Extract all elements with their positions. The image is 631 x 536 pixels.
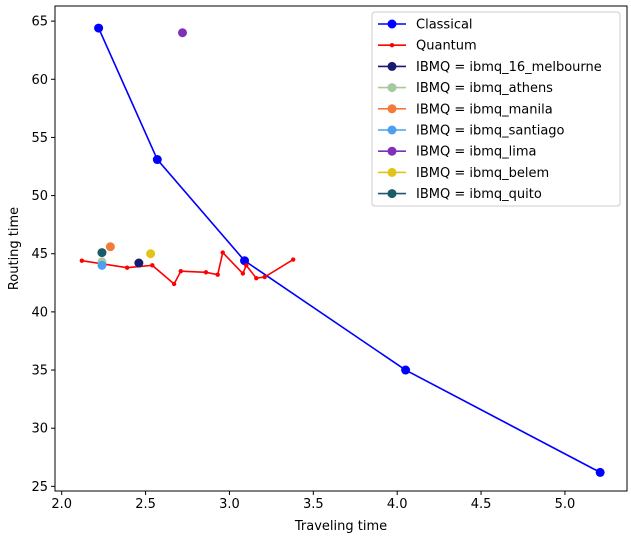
data-point — [94, 23, 104, 33]
legend-label: IBMQ = ibmq_santiago — [416, 124, 565, 139]
legend-swatch-marker — [387, 146, 397, 156]
legend-label: IBMQ = ibmq_manila — [416, 102, 553, 117]
data-point — [203, 270, 209, 275]
legend-swatch-marker — [387, 167, 397, 177]
data-point — [124, 265, 130, 270]
series-4 — [105, 242, 115, 252]
data-point — [244, 263, 249, 268]
series-7 — [146, 249, 156, 259]
y-tick-label: 55 — [31, 131, 48, 146]
x-tick-label: 3.0 — [219, 497, 240, 512]
data-point — [262, 274, 267, 280]
legend-label: IBMQ = ibmq_16_melbourne — [416, 60, 602, 75]
data-point — [105, 242, 115, 252]
y-tick-label: 30 — [31, 422, 48, 437]
data-point — [178, 268, 184, 274]
data-point — [215, 272, 220, 277]
x-tick-label: 4.0 — [387, 497, 408, 512]
series-5 — [97, 260, 107, 270]
legend-box — [371, 11, 621, 207]
data-point — [150, 263, 155, 268]
x-axis: 2.0 2.5 3.0 3.5 4.0 4.5 5.0 — [51, 491, 575, 512]
series-6 — [177, 28, 187, 38]
legend-swatch-marker — [387, 83, 397, 93]
legend-swatch-marker — [387, 104, 397, 114]
legend-label: IBMQ = ibmq_athens — [416, 81, 553, 96]
legend-label: Quantum — [416, 39, 477, 54]
legend-entry: IBMQ = ibmq_quito — [378, 187, 542, 202]
data-point — [97, 260, 107, 270]
data-point — [240, 271, 246, 276]
legend-swatch-marker — [387, 125, 397, 135]
y-axis: 25 30 35 40 45 50 55 60 65 — [31, 15, 55, 495]
series-2 — [134, 258, 144, 268]
plot-frame — [54, 5, 628, 492]
legend-entry: IBMQ = ibmq_manila — [378, 102, 553, 117]
y-tick-label: 40 — [31, 305, 48, 320]
legend-swatch-marker — [387, 61, 397, 71]
legend-swatch-marker — [389, 43, 395, 48]
x-axis-label: Traveling time — [294, 519, 387, 534]
data-point — [290, 257, 296, 262]
data-point — [220, 250, 225, 255]
legend-entry: Quantum — [378, 39, 477, 54]
legend-label: Classical — [416, 18, 473, 33]
legend-entry: IBMQ = ibmq_athens — [378, 81, 553, 96]
legend-label: IBMQ = ibmq_quito — [416, 187, 542, 202]
x-tick-label: 2.5 — [135, 497, 156, 512]
legend-swatch-marker — [387, 189, 397, 199]
legend: Classical Quantum IBMQ = ibmq_16_melbourne… — [371, 11, 621, 207]
y-tick-label: 50 — [31, 189, 48, 204]
data-point — [401, 365, 411, 375]
x-tick-label: 5.0 — [555, 497, 576, 512]
data-point — [177, 28, 187, 38]
legend-entry: Classical — [378, 18, 473, 33]
y-tick-label: 25 — [31, 480, 48, 495]
legend-label: IBMQ = ibmq_belem — [416, 166, 549, 181]
series-0 — [94, 23, 605, 477]
data-point — [146, 249, 156, 259]
y-tick-label: 45 — [31, 247, 48, 262]
legend-entry: IBMQ = ibmq_santiago — [378, 124, 565, 139]
legend-swatch-marker — [387, 19, 397, 29]
x-tick-label: 4.5 — [471, 497, 492, 512]
legend-entry: IBMQ = ibmq_16_melbourne — [378, 60, 602, 75]
legend-label: IBMQ = ibmq_lima — [416, 145, 537, 160]
data-point — [79, 258, 85, 263]
legend-entry: IBMQ = ibmq_lima — [378, 145, 537, 160]
data-point — [97, 248, 107, 258]
y-tick-label: 35 — [31, 364, 48, 379]
legend-entry: IBMQ = ibmq_belem — [378, 166, 549, 181]
y-tick-label: 60 — [31, 73, 48, 88]
data-point — [595, 467, 605, 477]
plot-area — [54, 5, 628, 492]
data-point — [240, 256, 250, 266]
series-line — [81, 250, 294, 286]
data-point — [134, 258, 144, 268]
x-tick-label: 2.0 — [51, 497, 72, 512]
data-point — [254, 275, 259, 281]
data-point — [152, 155, 162, 165]
x-tick-label: 3.5 — [303, 497, 324, 512]
series-8 — [97, 248, 107, 258]
series-1 — [79, 250, 296, 287]
y-tick-label: 65 — [31, 15, 48, 30]
y-axis-label: Routing time — [7, 207, 22, 290]
data-point — [171, 281, 177, 287]
